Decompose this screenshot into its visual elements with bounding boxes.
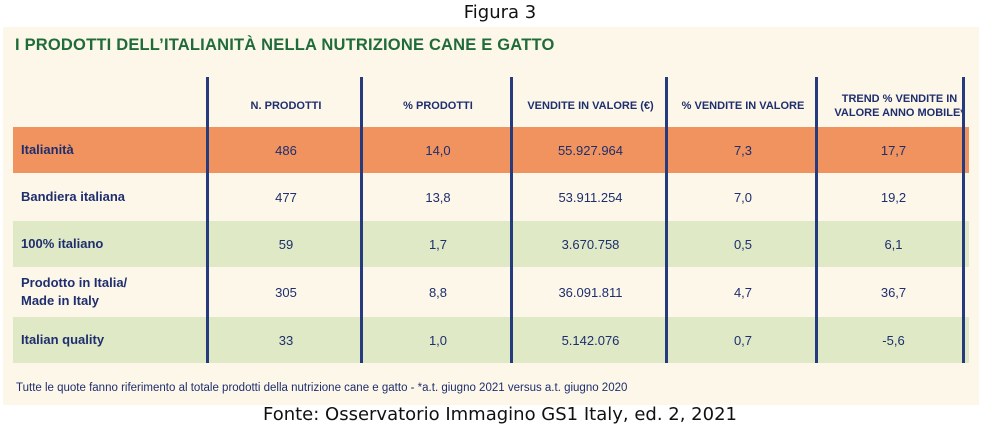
header-trend: TREND % VENDITE IN VALORE ANNO MOBILE* [834, 93, 965, 119]
table-row: 100% italiano 59 1,7 3.670.758 0,5 6,1 [13, 221, 969, 267]
cell-n-prodotti: 486 [275, 142, 297, 158]
cell-pct-prodotti: 14,0 [425, 142, 451, 158]
cell-vendite-valore: 5.142.076 [561, 332, 620, 348]
row-label: Italian quality [21, 332, 105, 347]
figure-label: Figura 3 [463, 2, 537, 23]
table-footnote: Tutte le quote fanno riferimento al tota… [16, 382, 628, 394]
cell-pct-prodotti: 8,8 [428, 284, 448, 300]
cell-pct-vendite: 0,7 [733, 332, 753, 348]
cell-pct-vendite: 0,5 [733, 236, 753, 252]
table-row: Italianità 486 14,0 55.927.964 7,3 17,7 [13, 127, 969, 173]
header-vendite-valore: VENDITE IN VALORE (€) [527, 100, 654, 112]
column-divider [206, 77, 209, 363]
row-label: Italianità [21, 142, 74, 157]
cell-n-prodotti: 305 [275, 284, 297, 300]
column-divider [510, 77, 513, 363]
cell-pct-vendite: 7,3 [733, 142, 753, 158]
cell-pct-vendite: 7,0 [733, 189, 753, 205]
cell-n-prodotti: 59 [278, 236, 294, 252]
row-label: Bandiera italiana [21, 189, 126, 204]
cell-pct-prodotti: 1,7 [428, 236, 448, 252]
table-title: I PRODOTTI DELL’ITALIANITÀ NELLA NUTRIZI… [15, 36, 555, 54]
header-pct-prodotti: % PRODOTTI [403, 100, 473, 112]
table-row: Prodotto in Italia/ Made in Italy 305 8,… [13, 267, 969, 317]
cell-vendite-valore: 55.927.964 [557, 142, 624, 158]
column-divider [665, 77, 668, 363]
table-panel: I PRODOTTI DELL’ITALIANITÀ NELLA NUTRIZI… [3, 27, 979, 405]
header-n-prodotti: N. PRODOTTI [250, 100, 322, 112]
cell-pct-vendite: 4,7 [733, 284, 753, 300]
cell-vendite-valore: 3.670.758 [561, 236, 620, 252]
table-row: Italian quality 33 1,0 5.142.076 0,7 -5,… [13, 317, 969, 363]
row-label: 100% italiano [21, 236, 104, 251]
cell-trend: 6,1 [884, 236, 903, 252]
column-divider [360, 77, 363, 363]
cell-trend: -5,6 [882, 332, 905, 348]
cell-n-prodotti: 33 [278, 332, 294, 348]
cell-pct-prodotti: 13,8 [425, 189, 451, 205]
cell-n-prodotti: 477 [275, 189, 297, 205]
cell-trend: 19,2 [880, 189, 907, 205]
row-label: Prodotto in Italia/ Made in Italy [21, 275, 128, 308]
cell-vendite-valore: 36.091.811 [558, 284, 623, 300]
cell-pct-prodotti: 1,0 [428, 332, 448, 348]
table-row: Bandiera italiana 477 13,8 53.911.254 7,… [13, 173, 969, 221]
column-divider [962, 77, 965, 363]
source-caption: Fonte: Osservatorio Immagino GS1 Italy, … [262, 404, 737, 425]
header-pct-vendite: % VENDITE IN VALORE [681, 100, 805, 112]
cell-vendite-valore: 53.911.254 [558, 189, 623, 205]
column-divider [815, 77, 818, 363]
cell-trend: 17,7 [880, 142, 907, 158]
cell-trend: 36,7 [880, 284, 907, 300]
